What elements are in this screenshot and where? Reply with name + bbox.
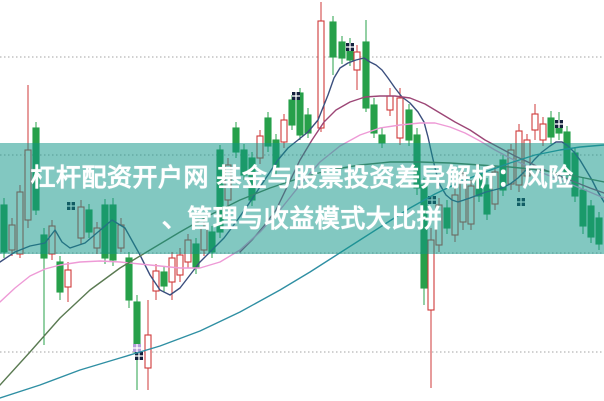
candlestick-chart bbox=[0, 2, 604, 399]
article-header-image: 杠杆配资开户网 基金与股票投资差异解析：风险 、管理与收益模式大比拼 bbox=[0, 2, 604, 399]
